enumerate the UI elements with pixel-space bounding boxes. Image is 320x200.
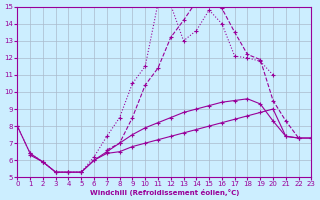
X-axis label: Windchill (Refroidissement éolien,°C): Windchill (Refroidissement éolien,°C) xyxy=(90,189,239,196)
